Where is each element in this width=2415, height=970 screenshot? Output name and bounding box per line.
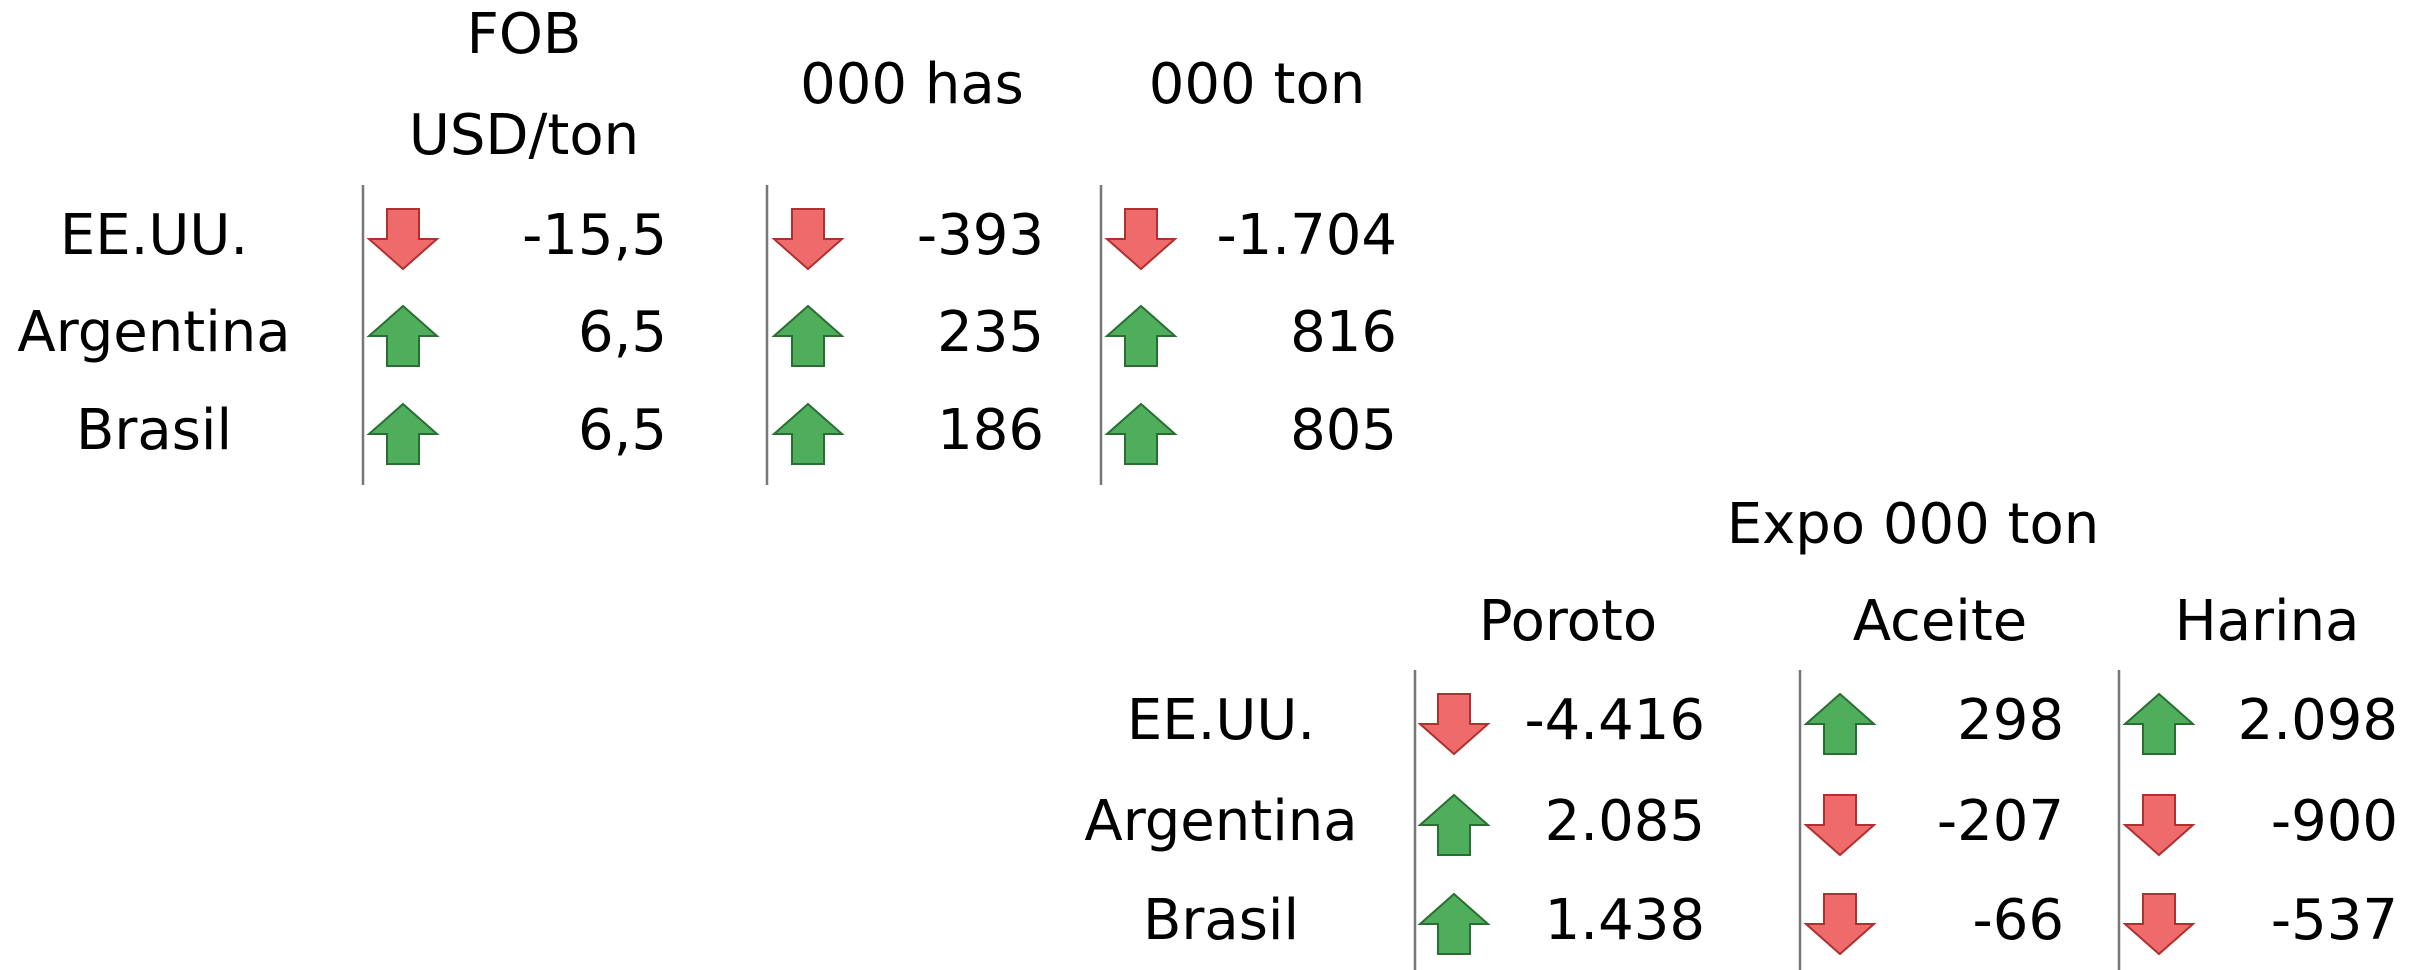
cell-value: 816 bbox=[1290, 300, 1397, 365]
cell-value: -1.704 bbox=[1216, 203, 1397, 268]
trend-arrow bbox=[771, 402, 845, 465]
trend-arrow bbox=[1803, 692, 1877, 755]
column-header: Harina bbox=[2175, 589, 2360, 654]
cell-value: -207 bbox=[1937, 789, 2064, 854]
row-label: EE.UU. bbox=[60, 203, 248, 268]
cell-value: -393 bbox=[917, 203, 1044, 268]
trend-arrow bbox=[1417, 693, 1491, 756]
cell-value: 186 bbox=[937, 398, 1044, 463]
row-label: Argentina bbox=[17, 300, 290, 365]
trend-arrow bbox=[1104, 402, 1178, 465]
cell-value: -4.416 bbox=[1524, 688, 1705, 753]
trend-arrow bbox=[366, 208, 440, 271]
column-header: Poroto bbox=[1479, 589, 1657, 654]
row-label: Brasil bbox=[76, 398, 232, 463]
column-header: FOB bbox=[467, 2, 582, 67]
trend-arrow bbox=[1417, 892, 1491, 955]
cell-value: 2.085 bbox=[1545, 789, 1705, 854]
cell-value: 1.438 bbox=[1545, 888, 1705, 953]
column-header: 000 ton bbox=[1149, 52, 1365, 117]
trend-arrow bbox=[1803, 794, 1877, 857]
cell-value: 6,5 bbox=[578, 398, 667, 463]
trend-arrow bbox=[1417, 793, 1491, 856]
column-header: Aceite bbox=[1853, 589, 2028, 654]
cell-value: 805 bbox=[1290, 398, 1397, 463]
trend-arrow bbox=[2122, 692, 2196, 755]
row-label: Brasil bbox=[1143, 888, 1299, 953]
cell-value: -537 bbox=[2271, 888, 2398, 953]
cell-value: -15,5 bbox=[522, 203, 667, 268]
trend-arrow bbox=[2122, 794, 2196, 857]
cell-value: 2.098 bbox=[2238, 688, 2398, 753]
cell-value: 298 bbox=[1957, 688, 2064, 753]
cell-value: 235 bbox=[937, 300, 1044, 365]
cell-value: -66 bbox=[1973, 888, 2064, 953]
trend-arrow bbox=[1803, 893, 1877, 956]
column-header: USD/ton bbox=[409, 103, 639, 168]
trend-arrow bbox=[366, 304, 440, 367]
trend-arrow bbox=[1104, 304, 1178, 367]
group-title: Expo 000 ton bbox=[1727, 492, 2100, 557]
row-label: EE.UU. bbox=[1127, 688, 1315, 753]
trend-arrow bbox=[366, 402, 440, 465]
trend-arrow bbox=[1104, 208, 1178, 271]
trend-arrow bbox=[771, 304, 845, 367]
row-label: Argentina bbox=[1084, 789, 1357, 854]
cell-value: 6,5 bbox=[578, 300, 667, 365]
cell-value: -900 bbox=[2271, 789, 2398, 854]
trend-arrow bbox=[771, 208, 845, 271]
trend-arrow bbox=[2122, 893, 2196, 956]
column-header: 000 has bbox=[800, 52, 1024, 117]
